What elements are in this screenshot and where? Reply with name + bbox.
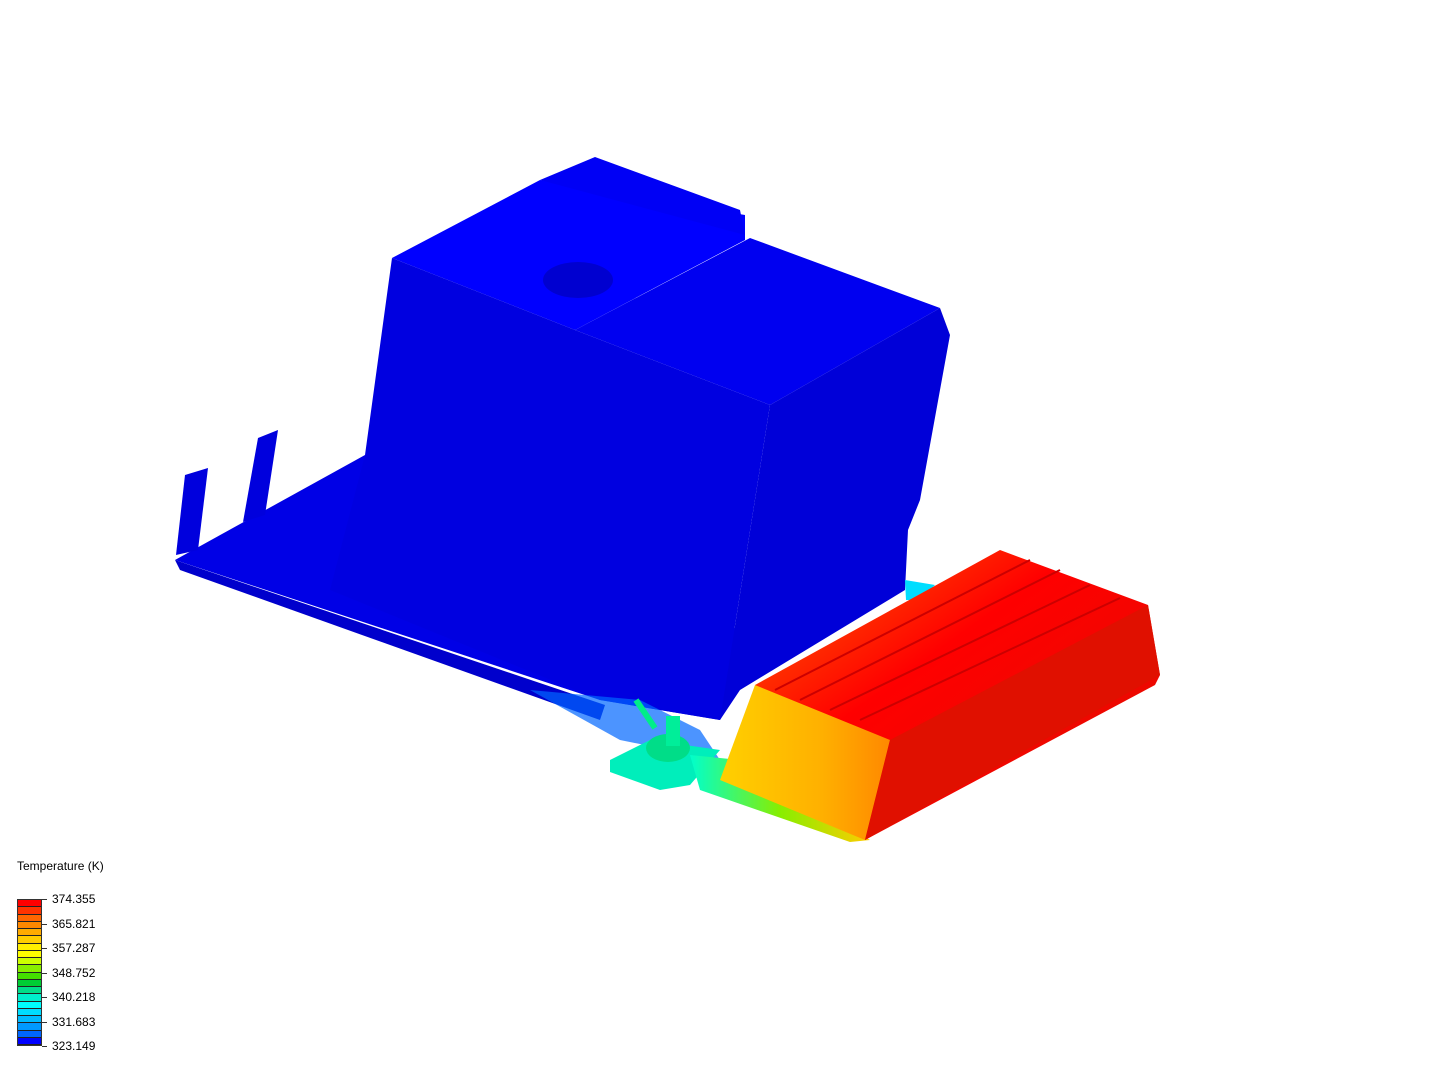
color-legend-bar: [17, 899, 42, 1046]
legend-color-band: [18, 1037, 41, 1045]
legend-color-band: [18, 1008, 41, 1016]
legend-color-band: [18, 1030, 41, 1038]
legend-tick: [42, 1046, 47, 1047]
legend-color-band: [18, 1016, 41, 1024]
legend-color-band: [18, 994, 41, 1002]
legend-tick: [42, 899, 47, 900]
legend-tick: [42, 923, 47, 925]
legend-color-band: [18, 914, 41, 922]
legend-title: Temperature (K): [17, 859, 104, 873]
legend-color-band: [18, 936, 41, 944]
legend-color-band: [18, 958, 41, 966]
legend-tick-label: 365.821: [52, 916, 96, 931]
legend-tick: [42, 948, 47, 949]
legend-color-band: [18, 900, 41, 908]
legend-tick: [42, 997, 47, 998]
legend-tick-label: 348.752: [52, 965, 96, 980]
legend-color-band: [18, 950, 41, 958]
legend-tick-label: 323.149: [52, 1039, 96, 1053]
legend-color-band: [18, 943, 41, 951]
legend-color-band: [18, 965, 41, 973]
legend-color-band: [18, 972, 41, 980]
legend-tick: [42, 1021, 47, 1023]
legend-tick-label: 331.683: [52, 1014, 96, 1029]
legend-tick-label: 357.287: [52, 941, 96, 955]
cold-enclosure: [175, 157, 950, 720]
heat-source-body: [530, 550, 1160, 842]
legend-color-band: [18, 979, 41, 987]
legend-color-band: [18, 1023, 41, 1031]
legend-color-band: [18, 1001, 41, 1009]
legend-color-band: [18, 921, 41, 929]
legend-color-band: [18, 929, 41, 937]
legend-color-band: [18, 907, 41, 915]
legend-tick-label: 340.218: [52, 990, 96, 1004]
legend-tick: [42, 972, 47, 974]
legend-color-band: [18, 987, 41, 995]
legend-tick-label: 374.355: [52, 892, 96, 906]
